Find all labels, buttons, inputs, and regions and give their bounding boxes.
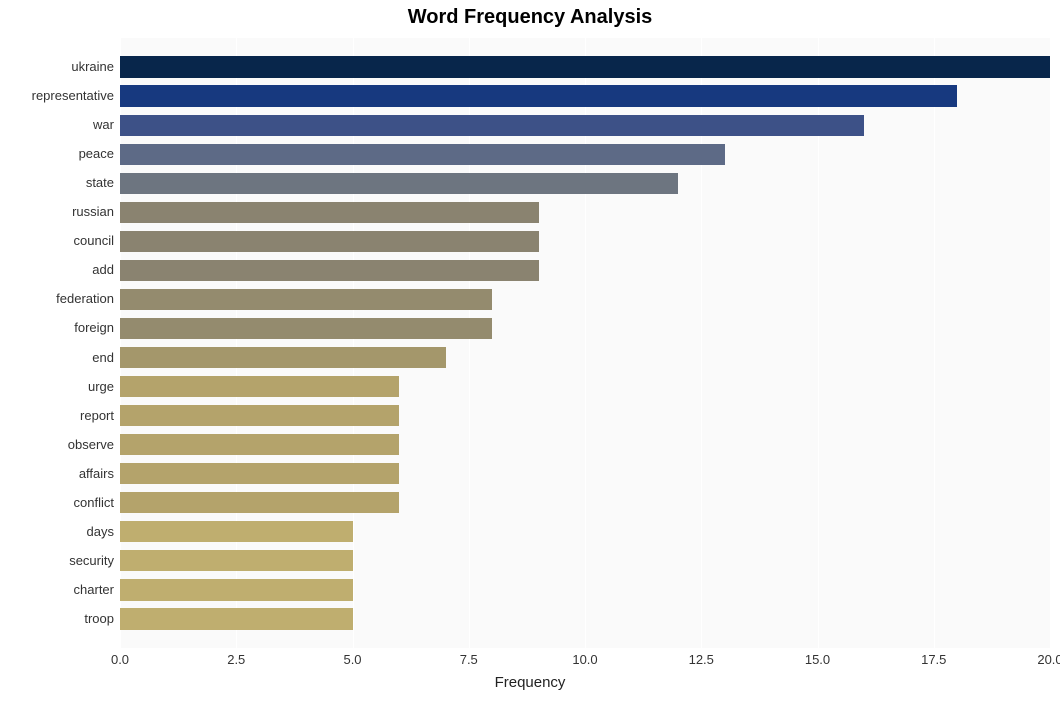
bar [120,173,678,194]
y-tick-label: add [4,258,114,282]
y-tick-label: urge [4,375,114,399]
bars-layer [120,38,1050,648]
x-tick-label: 7.5 [460,652,478,667]
y-tick-label: representative [4,84,114,108]
bar [120,405,399,426]
y-tick-label: ukraine [4,55,114,79]
bar [120,56,1050,77]
bar [120,463,399,484]
bar [120,608,353,629]
chart-title: Word Frequency Analysis [0,6,1060,29]
y-tick-label: report [4,404,114,428]
y-tick-label: observe [4,433,114,457]
y-tick-label: russian [4,200,114,224]
y-tick-label: conflict [4,491,114,515]
bar [120,85,957,106]
x-tick-label: 20.0 [1037,652,1060,667]
x-tick-label: 17.5 [921,652,946,667]
y-tick-label: state [4,171,114,195]
bar [120,260,539,281]
x-tick-label: 12.5 [689,652,714,667]
y-tick-label: days [4,520,114,544]
y-tick-label: security [4,549,114,573]
y-tick-label: war [4,113,114,137]
bar [120,550,353,571]
bar [120,434,399,455]
bar [120,376,399,397]
y-tick-label: end [4,346,114,370]
y-tick-label: federation [4,287,114,311]
plot-area [120,38,1050,648]
x-tick-label: 2.5 [227,652,245,667]
x-tick-label: 10.0 [572,652,597,667]
x-gridline [1050,38,1051,648]
bar [120,144,725,165]
bar [120,289,492,310]
bar [120,492,399,513]
bar [120,318,492,339]
bar [120,202,539,223]
word-frequency-chart: Word Frequency Analysis ukraine represent… [0,0,1060,701]
bar [120,231,539,252]
y-tick-label: affairs [4,462,114,486]
bar [120,579,353,600]
bar [120,115,864,136]
x-tick-label: 5.0 [343,652,361,667]
y-tick-label: peace [4,142,114,166]
x-axis-title: Frequency [0,674,1060,691]
bar [120,347,446,368]
x-tick-label: 0.0 [111,652,129,667]
x-tick-label: 15.0 [805,652,830,667]
y-tick-label: foreign [4,316,114,340]
y-tick-label: charter [4,578,114,602]
y-tick-label: troop [4,607,114,631]
bar [120,521,353,542]
y-tick-label: council [4,229,114,253]
